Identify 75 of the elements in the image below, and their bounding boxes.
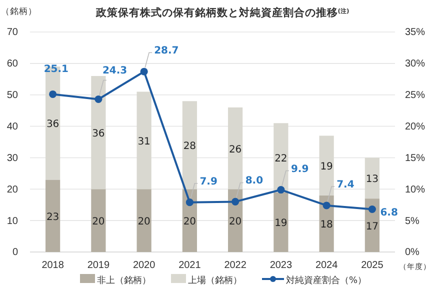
- data-label: 28.7: [154, 46, 179, 57]
- bar: [91, 189, 106, 252]
- data-label: 20: [183, 216, 196, 228]
- point: [368, 205, 376, 214]
- bar: [136, 189, 152, 252]
- data-label: 31: [138, 136, 150, 148]
- bar: [274, 192, 288, 252]
- data-label: 6.8: [380, 207, 398, 218]
- bar: [182, 189, 197, 252]
- point: [322, 202, 330, 210]
- data-label: 17: [366, 221, 379, 232]
- y2-tick-label: 30%: [405, 58, 426, 70]
- data-label: 28: [183, 141, 196, 152]
- bar: [136, 92, 152, 190]
- point: [94, 95, 102, 104]
- y-tick-label: 40: [6, 121, 18, 132]
- y-tick-label: 70: [6, 27, 18, 38]
- y-tick-label: 60: [6, 58, 18, 70]
- x-tick-label: 2019: [87, 260, 110, 272]
- data-label: 25.1: [44, 64, 69, 76]
- data-label: 23: [46, 212, 60, 223]
- data-label: 36: [92, 128, 105, 140]
- y-tick-label: 0: [12, 247, 18, 258]
- data-label: 7.9: [200, 176, 218, 188]
- x-tick-label: 2024: [315, 260, 338, 272]
- y2-tick-label: 10%: [405, 184, 426, 196]
- x-tick-label: 2025: [361, 260, 384, 272]
- data-label: 7.4: [336, 179, 354, 190]
- point: [277, 186, 285, 194]
- y-tick-label: 20: [6, 184, 18, 196]
- point: [49, 90, 57, 98]
- data-label: 20: [138, 216, 150, 228]
- data-label: 9.9: [290, 164, 309, 175]
- y-tick-label: 10: [6, 216, 18, 227]
- y2-tick-label: 25%: [405, 90, 426, 102]
- data-label: 20: [228, 216, 242, 228]
- x-tick-label: 2022: [224, 260, 247, 272]
- legend-label: 対純資産割合（%）: [286, 275, 367, 286]
- y2-tick-label: 15%: [405, 152, 426, 164]
- data-label: 36: [46, 119, 60, 130]
- data-label: 24.3: [102, 65, 128, 76]
- chart-title: 政策保有株式の保有銘柄数と対純資産割合の推移$^{(注)}$: [94, 6, 350, 19]
- data-label: 22: [274, 154, 288, 165]
- data-label: 26: [228, 144, 242, 156]
- bar: [319, 195, 334, 252]
- y2-tick-label: 20%: [405, 121, 426, 132]
- bar: [364, 158, 380, 199]
- point: [186, 198, 194, 206]
- y-tick-label: 30: [6, 152, 18, 164]
- bar: [228, 189, 243, 252]
- data-label: 20: [92, 216, 105, 228]
- y2-tick-label: 5%: [405, 216, 420, 227]
- data-label: 19: [320, 162, 333, 173]
- x-tick-label: 2021: [178, 260, 202, 272]
- bar: [228, 107, 243, 190]
- data-label: 18: [320, 220, 333, 231]
- data-label: 19: [274, 218, 288, 230]
- y-tick-label: 50: [6, 90, 18, 102]
- x-tick-label: 2018: [42, 260, 64, 272]
- x-tick-label: 2023: [270, 260, 292, 272]
- bar: [364, 198, 380, 252]
- point: [232, 198, 240, 206]
- point: [140, 68, 148, 76]
- legend-label: 上場（銘柄）: [188, 275, 242, 286]
- data-label: 8.0: [245, 176, 264, 187]
- bar: [91, 76, 106, 190]
- y2-tick-label: 35%: [405, 27, 426, 38]
- y2-tick-label: 0%: [405, 247, 420, 258]
- bar: [182, 101, 197, 190]
- y-axis-title: （銘柄）: [1, 6, 37, 17]
- x-tick-label: 2020: [132, 260, 156, 272]
- data-label: 13: [366, 174, 379, 186]
- bar: [319, 136, 334, 196]
- bar: [46, 180, 60, 252]
- legend-label: 非上（銘柄）: [97, 275, 151, 286]
